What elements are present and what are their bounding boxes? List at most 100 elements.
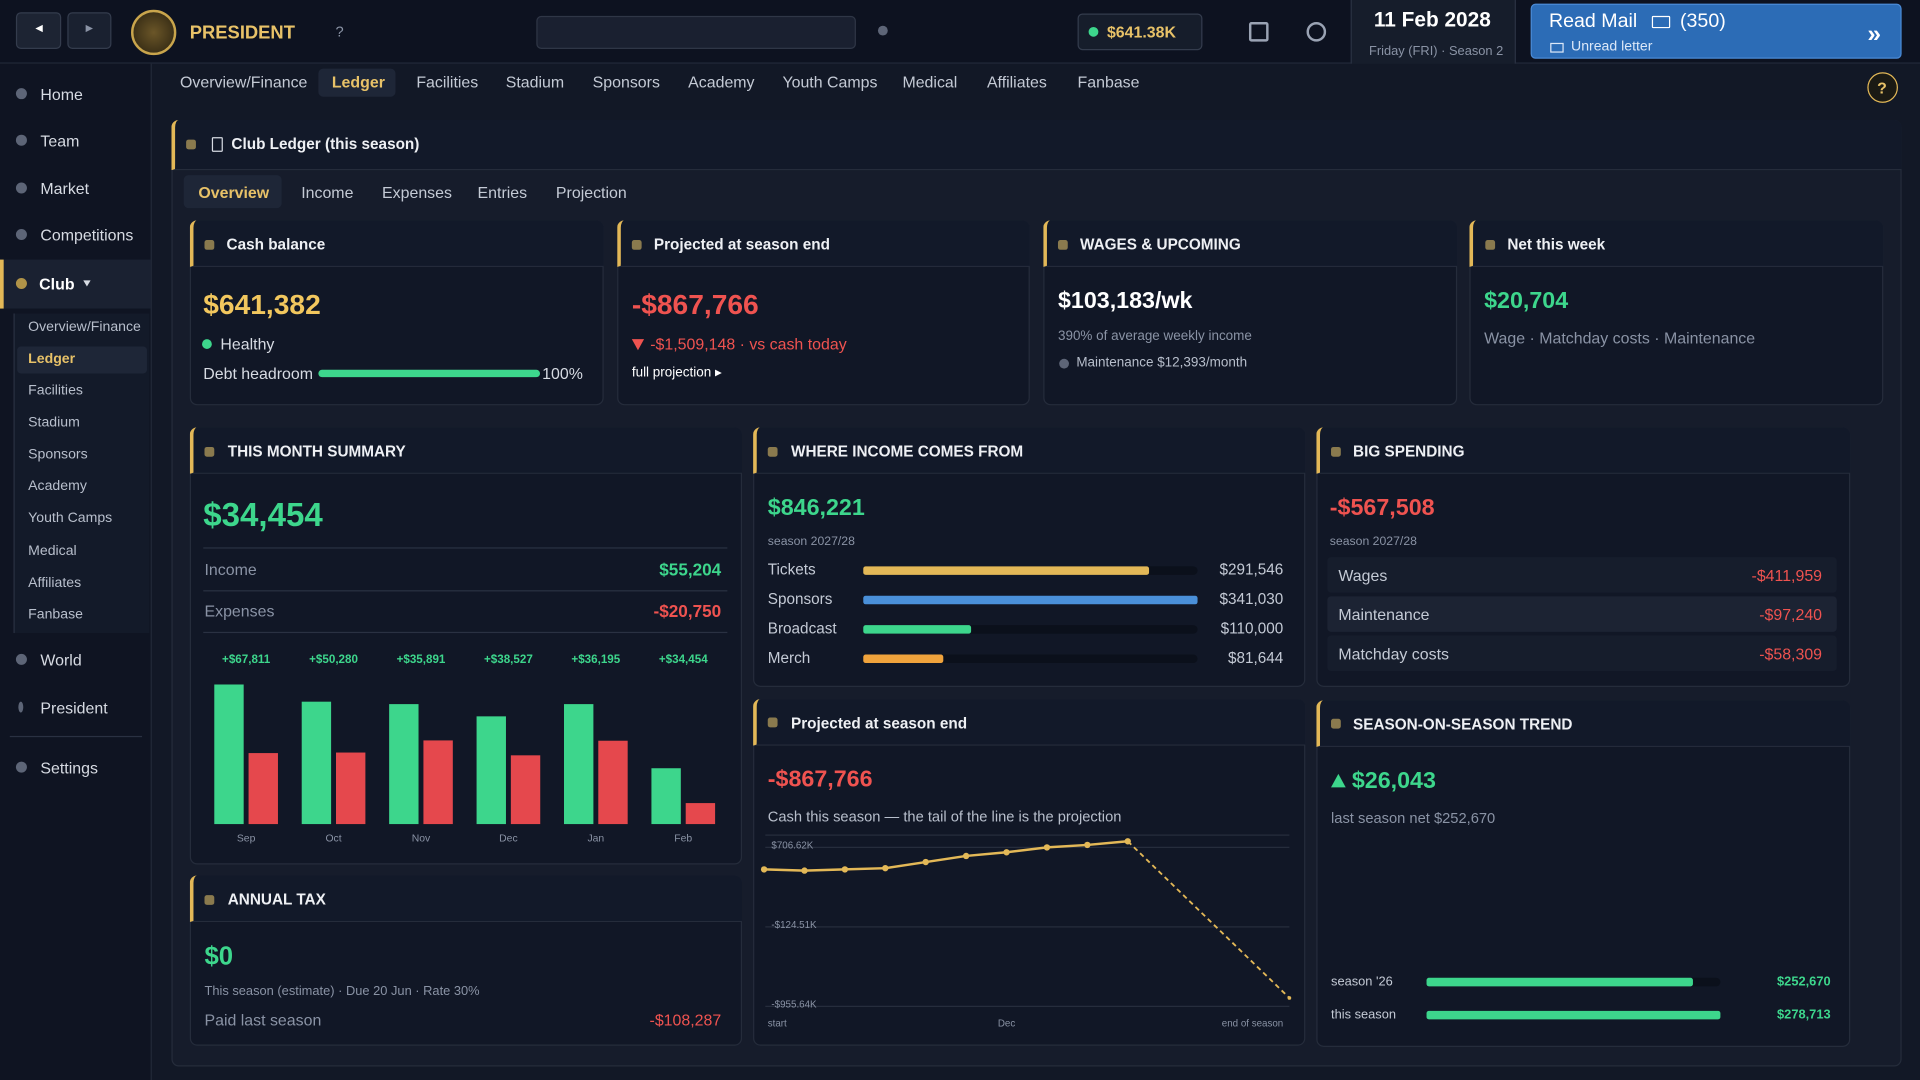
subtab[interactable]: Expenses [382, 183, 452, 202]
net-value: $20,704 [1484, 288, 1569, 315]
projected-delta: -$1,509,148 · vs cash today [650, 334, 847, 354]
card-icon [204, 240, 215, 250]
submenu-item[interactable]: Sponsors [28, 447, 88, 462]
tab[interactable]: Sponsors [592, 72, 660, 92]
row-label: Maintenance [1338, 605, 1430, 624]
logo [131, 9, 177, 56]
nav-item[interactable]: Club [39, 274, 75, 294]
submenu-item[interactable]: Medical [28, 543, 77, 559]
date-sub: Friday (FRI) · Season 2 [1368, 43, 1504, 59]
globe-icon[interactable] [1306, 22, 1327, 42]
tab[interactable]: Affiliates [986, 72, 1047, 92]
card [617, 220, 1030, 406]
card-header [1469, 220, 1884, 267]
season-label: season 2027/28 [1329, 535, 1417, 549]
submenu-active [17, 346, 147, 374]
card-header [617, 220, 1030, 267]
forward-button[interactable] [67, 12, 112, 49]
submenu-item[interactable]: Fanbase [28, 607, 83, 623]
nav-item[interactable]: Settings [40, 758, 98, 777]
nav-icon [15, 182, 27, 194]
tab-active [318, 68, 396, 97]
tab[interactable]: Overview/Finance [180, 72, 308, 92]
nav-icon [18, 701, 24, 713]
card [753, 427, 1306, 687]
cash-dot [1088, 26, 1099, 37]
row-value: -$58,309 [1759, 644, 1823, 664]
card-icon [1057, 240, 1068, 250]
dropdown-caret [83, 280, 91, 287]
full-projection-link[interactable]: full projection ▸ [631, 365, 722, 381]
cash-amount: $641.38K [1106, 22, 1176, 42]
nav-item[interactable]: Market [40, 179, 90, 198]
card [1316, 700, 1851, 1047]
nav-item[interactable]: Team [40, 131, 80, 150]
subtab[interactable]: Overview [198, 183, 270, 202]
month-value: $34,454 [203, 496, 323, 534]
income-value: $846,221 [767, 495, 865, 522]
nav-icon [15, 228, 27, 240]
mail-icon [1651, 15, 1671, 29]
search-box[interactable] [536, 15, 856, 49]
card-title: SEASON-ON-SEASON TREND [1353, 716, 1573, 734]
card [189, 427, 743, 865]
subtab[interactable]: Entries [477, 183, 528, 202]
card-header [189, 427, 743, 474]
subtab[interactable]: Projection [555, 183, 627, 202]
cash-pill [1077, 13, 1203, 51]
submenu-item[interactable]: Youth Camps [28, 510, 113, 526]
card-header [1316, 700, 1851, 747]
tab[interactable]: Medical [902, 72, 958, 92]
card-title: BIG SPENDING [1353, 442, 1465, 461]
projection-note: Cash this season — the tail of the line … [767, 808, 1122, 826]
panel-header [171, 120, 1902, 171]
submenu-item[interactable]: Ledger [28, 351, 76, 367]
submenu-item[interactable]: Academy [28, 479, 87, 494]
brand: PRESIDENT [189, 22, 295, 44]
nav-item[interactable]: President [40, 698, 108, 717]
save-icon[interactable] [1248, 22, 1269, 42]
card-header [189, 220, 604, 267]
paid-value: -$108,287 [649, 1010, 722, 1030]
help-link[interactable]: ? [335, 23, 344, 41]
card-header [1043, 220, 1458, 267]
back-glyph: ◄ [33, 22, 46, 36]
tab[interactable]: Ledger [331, 72, 385, 92]
mail-button[interactable] [1530, 3, 1902, 59]
headroom-label: Debt headroom [203, 364, 314, 383]
projected-value: -$867,766 [631, 288, 759, 321]
submenu-item[interactable]: Stadium [28, 415, 80, 431]
submenu-item[interactable]: Overview/Finance [28, 319, 141, 335]
card-icon [204, 446, 215, 457]
tab[interactable]: Stadium [505, 72, 565, 92]
nav-icon [15, 88, 27, 100]
card [753, 699, 1306, 1046]
panel-icon [186, 139, 196, 150]
divider [203, 590, 728, 592]
nav-item[interactable]: Competitions [40, 225, 134, 245]
mail-sub: Unread letter [1571, 39, 1653, 55]
submenu-item[interactable]: Affiliates [28, 575, 82, 591]
submenu-item[interactable]: Facilities [28, 383, 83, 399]
card-icon [1485, 240, 1496, 250]
tab[interactable]: Youth Camps [782, 72, 878, 92]
nav-icon [15, 277, 27, 289]
card-icon [1331, 718, 1341, 729]
tab[interactable]: Facilities [416, 72, 479, 92]
card [189, 875, 743, 1046]
tab[interactable]: Fanbase [1077, 72, 1140, 92]
maintenance-note: Maintenance $12,393/month [1076, 355, 1248, 371]
tab[interactable]: Academy [688, 72, 755, 92]
help-button[interactable] [1867, 72, 1898, 103]
mail-count: (350) [1680, 11, 1726, 32]
divider [203, 631, 728, 634]
row-value: -$97,240 [1759, 605, 1823, 624]
nav-item[interactable]: Home [40, 85, 83, 104]
mail-go: » [1867, 20, 1881, 48]
back-button[interactable] [15, 12, 62, 49]
season-label: season 2027/28 [767, 535, 855, 549]
subtab[interactable]: Income [301, 183, 354, 202]
nav-item[interactable]: World [40, 650, 82, 670]
